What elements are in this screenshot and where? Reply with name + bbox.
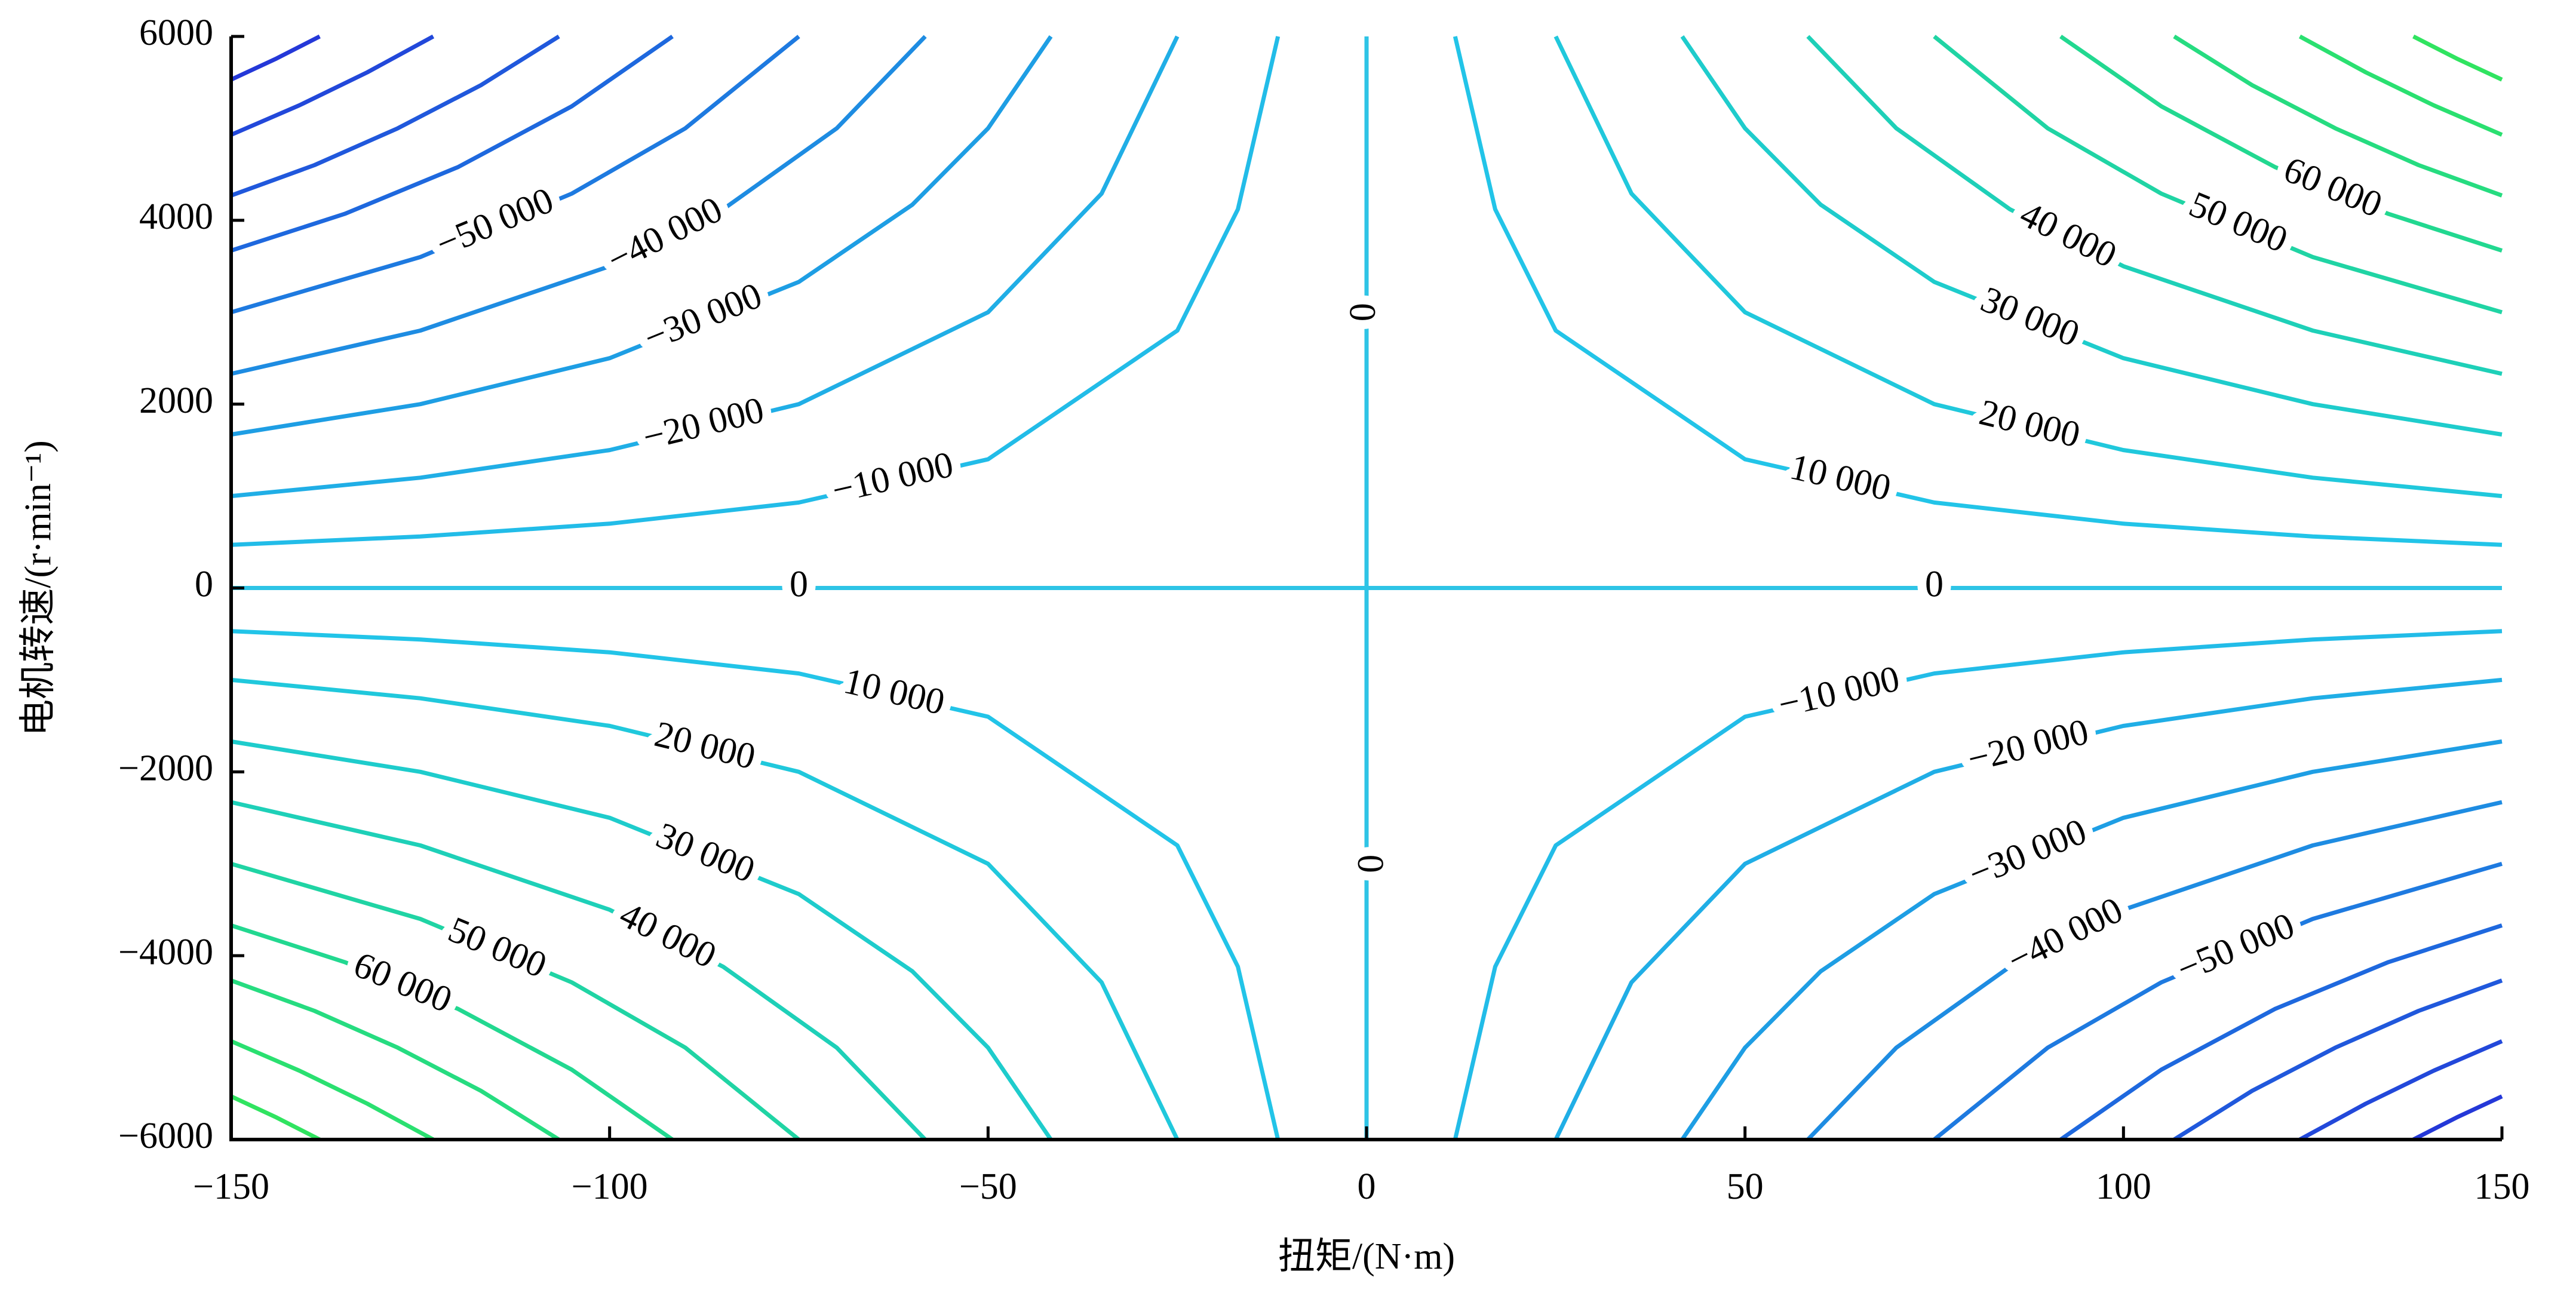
contour-line — [230, 34, 2503, 1142]
contour-line — [231, 35, 2503, 1141]
contour-line — [230, 34, 2503, 1142]
contour-line — [231, 35, 2503, 1141]
contour-label: −10 000 — [828, 444, 957, 511]
x-tick-label: −50 — [959, 1166, 1017, 1207]
contour-line — [231, 35, 2503, 1141]
contour-label: 0 — [1925, 564, 1943, 605]
contour-line — [231, 36, 2502, 1140]
contour-label: 0 — [1343, 303, 1383, 321]
contour-label: 60 000 — [2278, 149, 2388, 226]
y-axis-title: 电机转速/(r·min⁻¹) — [18, 440, 59, 736]
contour-label: 40 000 — [613, 894, 723, 976]
y-tick-label: 6000 — [139, 13, 213, 53]
contour-label: 40 000 — [2013, 194, 2123, 275]
contour-label: 20 000 — [1975, 392, 2084, 455]
x-tick-label: 0 — [1358, 1166, 1376, 1207]
x-tick-label: −150 — [193, 1166, 269, 1207]
contour-label: 0 — [1350, 855, 1390, 873]
contour-label: 20 000 — [651, 714, 760, 777]
contour-line — [231, 35, 2503, 1141]
y-tick-label: −6000 — [118, 1116, 213, 1156]
x-axis-title: 扭矩/(N·m) — [1278, 1236, 1455, 1277]
contour-line — [230, 34, 2503, 1142]
contour-line — [230, 35, 2503, 1141]
contour-line — [231, 35, 2503, 1141]
x-tick-label: −100 — [572, 1166, 648, 1207]
contour-label: 30 000 — [1975, 279, 2085, 355]
x-tick-label: 100 — [2096, 1166, 2151, 1207]
contour-line — [231, 35, 2503, 1141]
contour-label: 0 — [790, 564, 808, 605]
contour-label: 60 000 — [348, 944, 458, 1021]
x-tick-label: 50 — [1727, 1166, 1764, 1207]
y-tick-label: 4000 — [139, 196, 213, 237]
contour-label: 30 000 — [650, 815, 760, 890]
contour-label: −30 000 — [1963, 811, 2092, 895]
contour-label: −50 000 — [2171, 905, 2300, 990]
contour-label: 50 000 — [443, 909, 552, 986]
contour-line — [230, 35, 2503, 1141]
contour-label: −50 000 — [430, 180, 559, 265]
contour-label: −30 000 — [638, 275, 767, 358]
contour-line — [230, 34, 2503, 1142]
y-tick-label: −2000 — [118, 748, 213, 789]
x-tick-label: 150 — [2474, 1166, 2530, 1207]
contour-label: −40 000 — [2001, 889, 2129, 981]
contour-line — [231, 35, 2503, 1141]
contour-line — [231, 36, 2503, 1140]
contour-label: 10 000 — [1786, 446, 1895, 508]
contour-label: 50 000 — [2184, 184, 2293, 261]
contour-label: −40 000 — [601, 189, 729, 280]
contour-label: −10 000 — [1774, 658, 1903, 725]
y-tick-label: −4000 — [118, 932, 213, 972]
contour-label: −20 000 — [1964, 711, 2093, 780]
contour-line — [230, 35, 2503, 1141]
y-tick-label: 2000 — [139, 380, 213, 421]
contour-line — [230, 35, 2503, 1141]
contour-lines — [230, 34, 2503, 1142]
contour-label: 10 000 — [840, 661, 948, 723]
y-tick-label: 0 — [195, 564, 213, 605]
contour-label: −20 000 — [639, 389, 768, 458]
contour-line — [231, 36, 2503, 1140]
contour-line — [231, 35, 2503, 1141]
